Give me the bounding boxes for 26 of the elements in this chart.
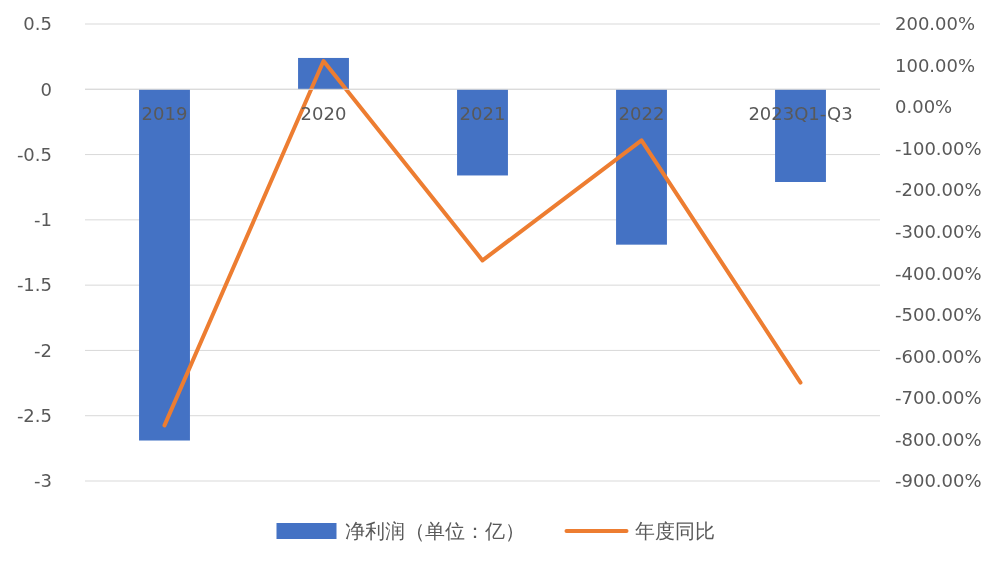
x-tick-label: 2022 <box>618 103 665 125</box>
legend-label: 净利润（单位：亿） <box>344 519 525 543</box>
y2-tick-label: -200.00% <box>895 179 982 201</box>
y2-tick-label: -100.00% <box>895 137 982 159</box>
y-tick-label: -1 <box>34 209 52 231</box>
y2-tick-label: -300.00% <box>895 221 982 243</box>
x-tick-label: 2021 <box>459 103 506 125</box>
y2-tick-label: -500.00% <box>895 304 982 326</box>
y-tick-label: -1.5 <box>16 274 52 296</box>
y-tick-label: -0.5 <box>16 143 52 165</box>
y-tick-label: -2 <box>34 339 52 361</box>
y-tick-label: -2.5 <box>16 405 52 427</box>
y2-tick-label: -600.00% <box>895 345 982 367</box>
y-tick-label: -3 <box>34 470 52 492</box>
y2-tick-label: 100.00% <box>895 54 976 76</box>
y2-tick-label: -800.00% <box>895 428 982 450</box>
x-tick-label: 2020 <box>300 103 347 125</box>
y2-tick-label: -700.00% <box>895 387 982 409</box>
x-tick-label: 2019 <box>141 103 188 125</box>
y2-tick-label: -900.00% <box>895 470 982 492</box>
y-tick-label: 0 <box>40 78 52 100</box>
y2-tick-label: 200.00% <box>895 13 976 35</box>
y-tick-label: 0.5 <box>23 13 52 35</box>
y2-tick-label: -400.00% <box>895 262 982 284</box>
legend-label: 年度同比 <box>634 519 715 543</box>
y2-tick-label: 0.00% <box>895 96 953 118</box>
